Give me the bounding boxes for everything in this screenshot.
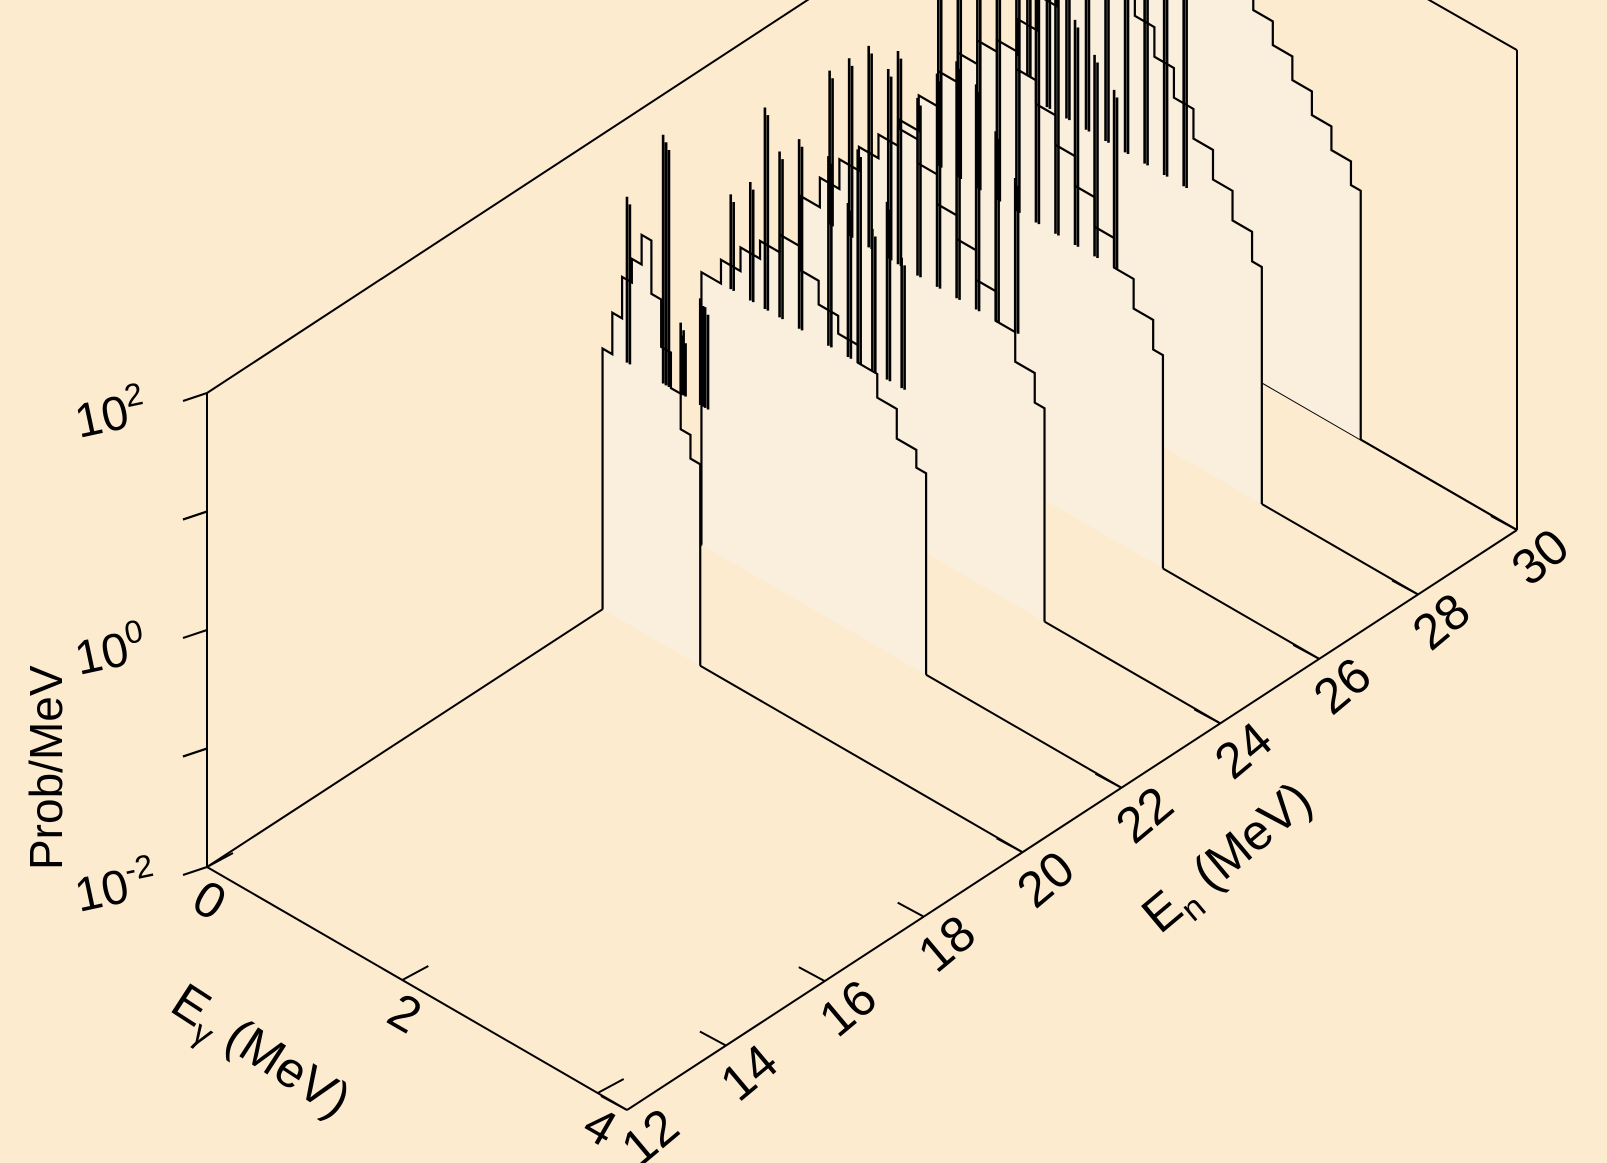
spectrum-baseline: [1162, 567, 1320, 660]
z-minor-tick: [182, 510, 208, 521]
y-axis-line: [626, 529, 1518, 1111]
z-tick-base: 10: [70, 860, 133, 923]
back-top-edge: [206, 0, 810, 394]
y-tick-label: 20: [1006, 840, 1085, 919]
right-top-edge: [1427, 0, 1518, 51]
z-minor-tick: [182, 747, 208, 758]
x-tick: [597, 1078, 625, 1094]
continuum-outline: [700, 232, 928, 675]
y-tick-label: 16: [809, 969, 888, 1048]
z-tick-label: 10-2: [69, 847, 162, 923]
z-tick-exp: -2: [121, 847, 156, 888]
x-tick-label: 0: [183, 869, 235, 931]
y-tick-label: 14: [710, 1033, 789, 1112]
y-tick: [798, 966, 826, 982]
y-tick-label: 24: [1204, 711, 1283, 790]
y-tick-label: 22: [1105, 775, 1184, 854]
spectrum-En-20: [601, 134, 1024, 854]
z-tick-label: 100: [69, 612, 151, 685]
z-tick-base: 10: [70, 386, 133, 449]
continuum-outline: [799, 126, 1046, 622]
spectrum-baseline: [925, 673, 1122, 789]
spectra: [601, 0, 1518, 854]
z-tick: [182, 866, 208, 876]
spectrum-baseline: [1261, 503, 1419, 596]
continuum-fill: [701, 234, 927, 675]
y-tick: [897, 901, 925, 918]
y-label-rest: (MeV): [1171, 771, 1322, 910]
z-tick-base: 10: [70, 623, 133, 686]
x-axis-line: [206, 866, 628, 1111]
x-label-rest: (MeV): [204, 1000, 360, 1129]
y-tick-label: 30: [1501, 518, 1580, 597]
x-axis-label: Eγ (MeV): [157, 972, 360, 1136]
y-tick-label: 28: [1402, 582, 1481, 661]
spectrum-baseline: [1360, 438, 1518, 531]
z-tick: [182, 392, 208, 402]
y-tick: [600, 1095, 628, 1111]
y-tick: [699, 1030, 727, 1047]
continuum-outline: [601, 232, 702, 666]
x-ticks: 024: [183, 852, 626, 1158]
continuum-fill: [602, 234, 701, 666]
z-tick-label: 102: [69, 375, 151, 448]
x-tick: [401, 965, 429, 981]
continuum-outline: [1095, 0, 1362, 440]
z-axis-label: Prob/MeV: [20, 665, 72, 870]
spectrum-baseline: [1044, 620, 1221, 725]
z-tick: [182, 629, 208, 639]
y-tick-label: 18: [907, 904, 986, 983]
x-tick: [206, 852, 234, 868]
x-tick-label: 2: [379, 982, 431, 1044]
spectrum-baseline: [699, 664, 1024, 854]
y-tick-label: 26: [1303, 647, 1382, 726]
spectrum-En-22: [700, 107, 1122, 789]
